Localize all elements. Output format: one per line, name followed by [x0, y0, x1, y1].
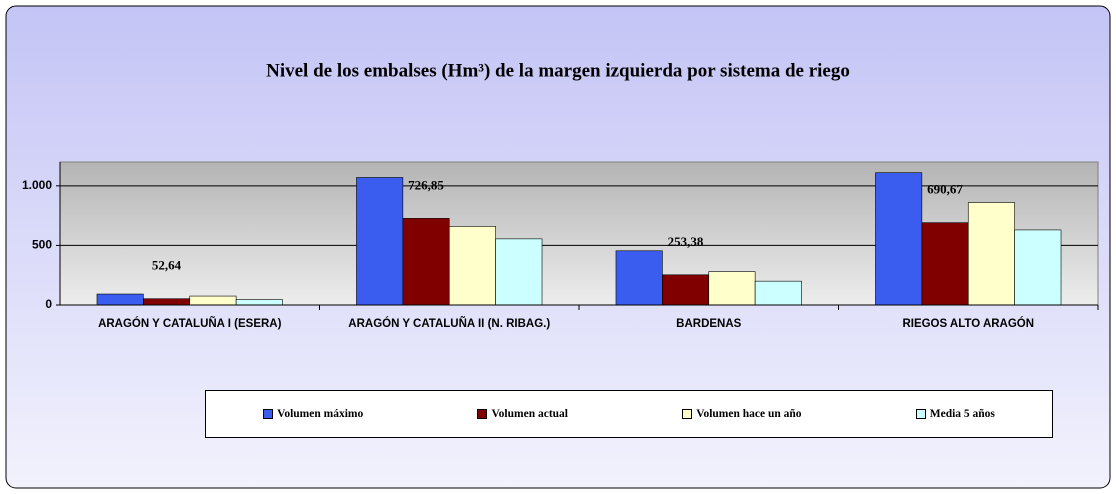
bar [754, 280, 802, 306]
legend: Volumen máximo Volumen actual Volumen hace… [205, 390, 1053, 438]
bar [921, 222, 969, 306]
y-tick-label: 500 [32, 238, 52, 252]
bar [143, 298, 191, 306]
legend-label: Media 5 años [929, 408, 995, 420]
data-label: 253,38 [668, 234, 704, 249]
chart-title: Nivel de los embalses (Hm³) de la margen… [266, 60, 850, 81]
x-tick-label: BARDENAS [676, 318, 742, 330]
x-tick-label: RIEGOS ALTO ARAGÓN [902, 318, 1035, 330]
legend-label: Volumen actual [491, 408, 569, 420]
data-label: 52,64 [152, 258, 182, 273]
bar [235, 299, 283, 306]
bar [402, 218, 450, 306]
legend-swatch [915, 409, 926, 419]
data-label: 690,67 [927, 182, 963, 197]
bar [495, 238, 543, 306]
bar [189, 295, 237, 306]
legend-item: Volumen actual [477, 408, 568, 420]
bar [96, 293, 144, 306]
legend-item: Volumen máximo [263, 408, 363, 420]
legend-label: Volumen máximo [277, 408, 364, 420]
bar [356, 177, 404, 306]
bar [708, 271, 756, 306]
x-tick-label: ARAGÓN Y CATALUÑA II (N. RIBAG.) [348, 318, 551, 330]
bar [662, 274, 710, 306]
bar [875, 172, 923, 306]
bar [615, 250, 663, 306]
bar [1014, 229, 1062, 306]
legend-swatch [477, 409, 488, 419]
legend-label: Volumen hace un año [696, 408, 802, 420]
y-tick-label: 0 [45, 297, 52, 311]
bar [448, 226, 496, 306]
legend-item: Media 5 años [915, 408, 995, 420]
x-tick-label: ARAGÓN Y CATALUÑA I (ESERA) [98, 318, 282, 330]
legend-swatch [263, 409, 274, 419]
data-label: 726,85 [408, 177, 444, 192]
bar [967, 202, 1015, 306]
legend-swatch [682, 409, 693, 419]
legend-item: Volumen hace un año [682, 408, 802, 420]
y-tick-label: 1.000 [22, 178, 52, 192]
